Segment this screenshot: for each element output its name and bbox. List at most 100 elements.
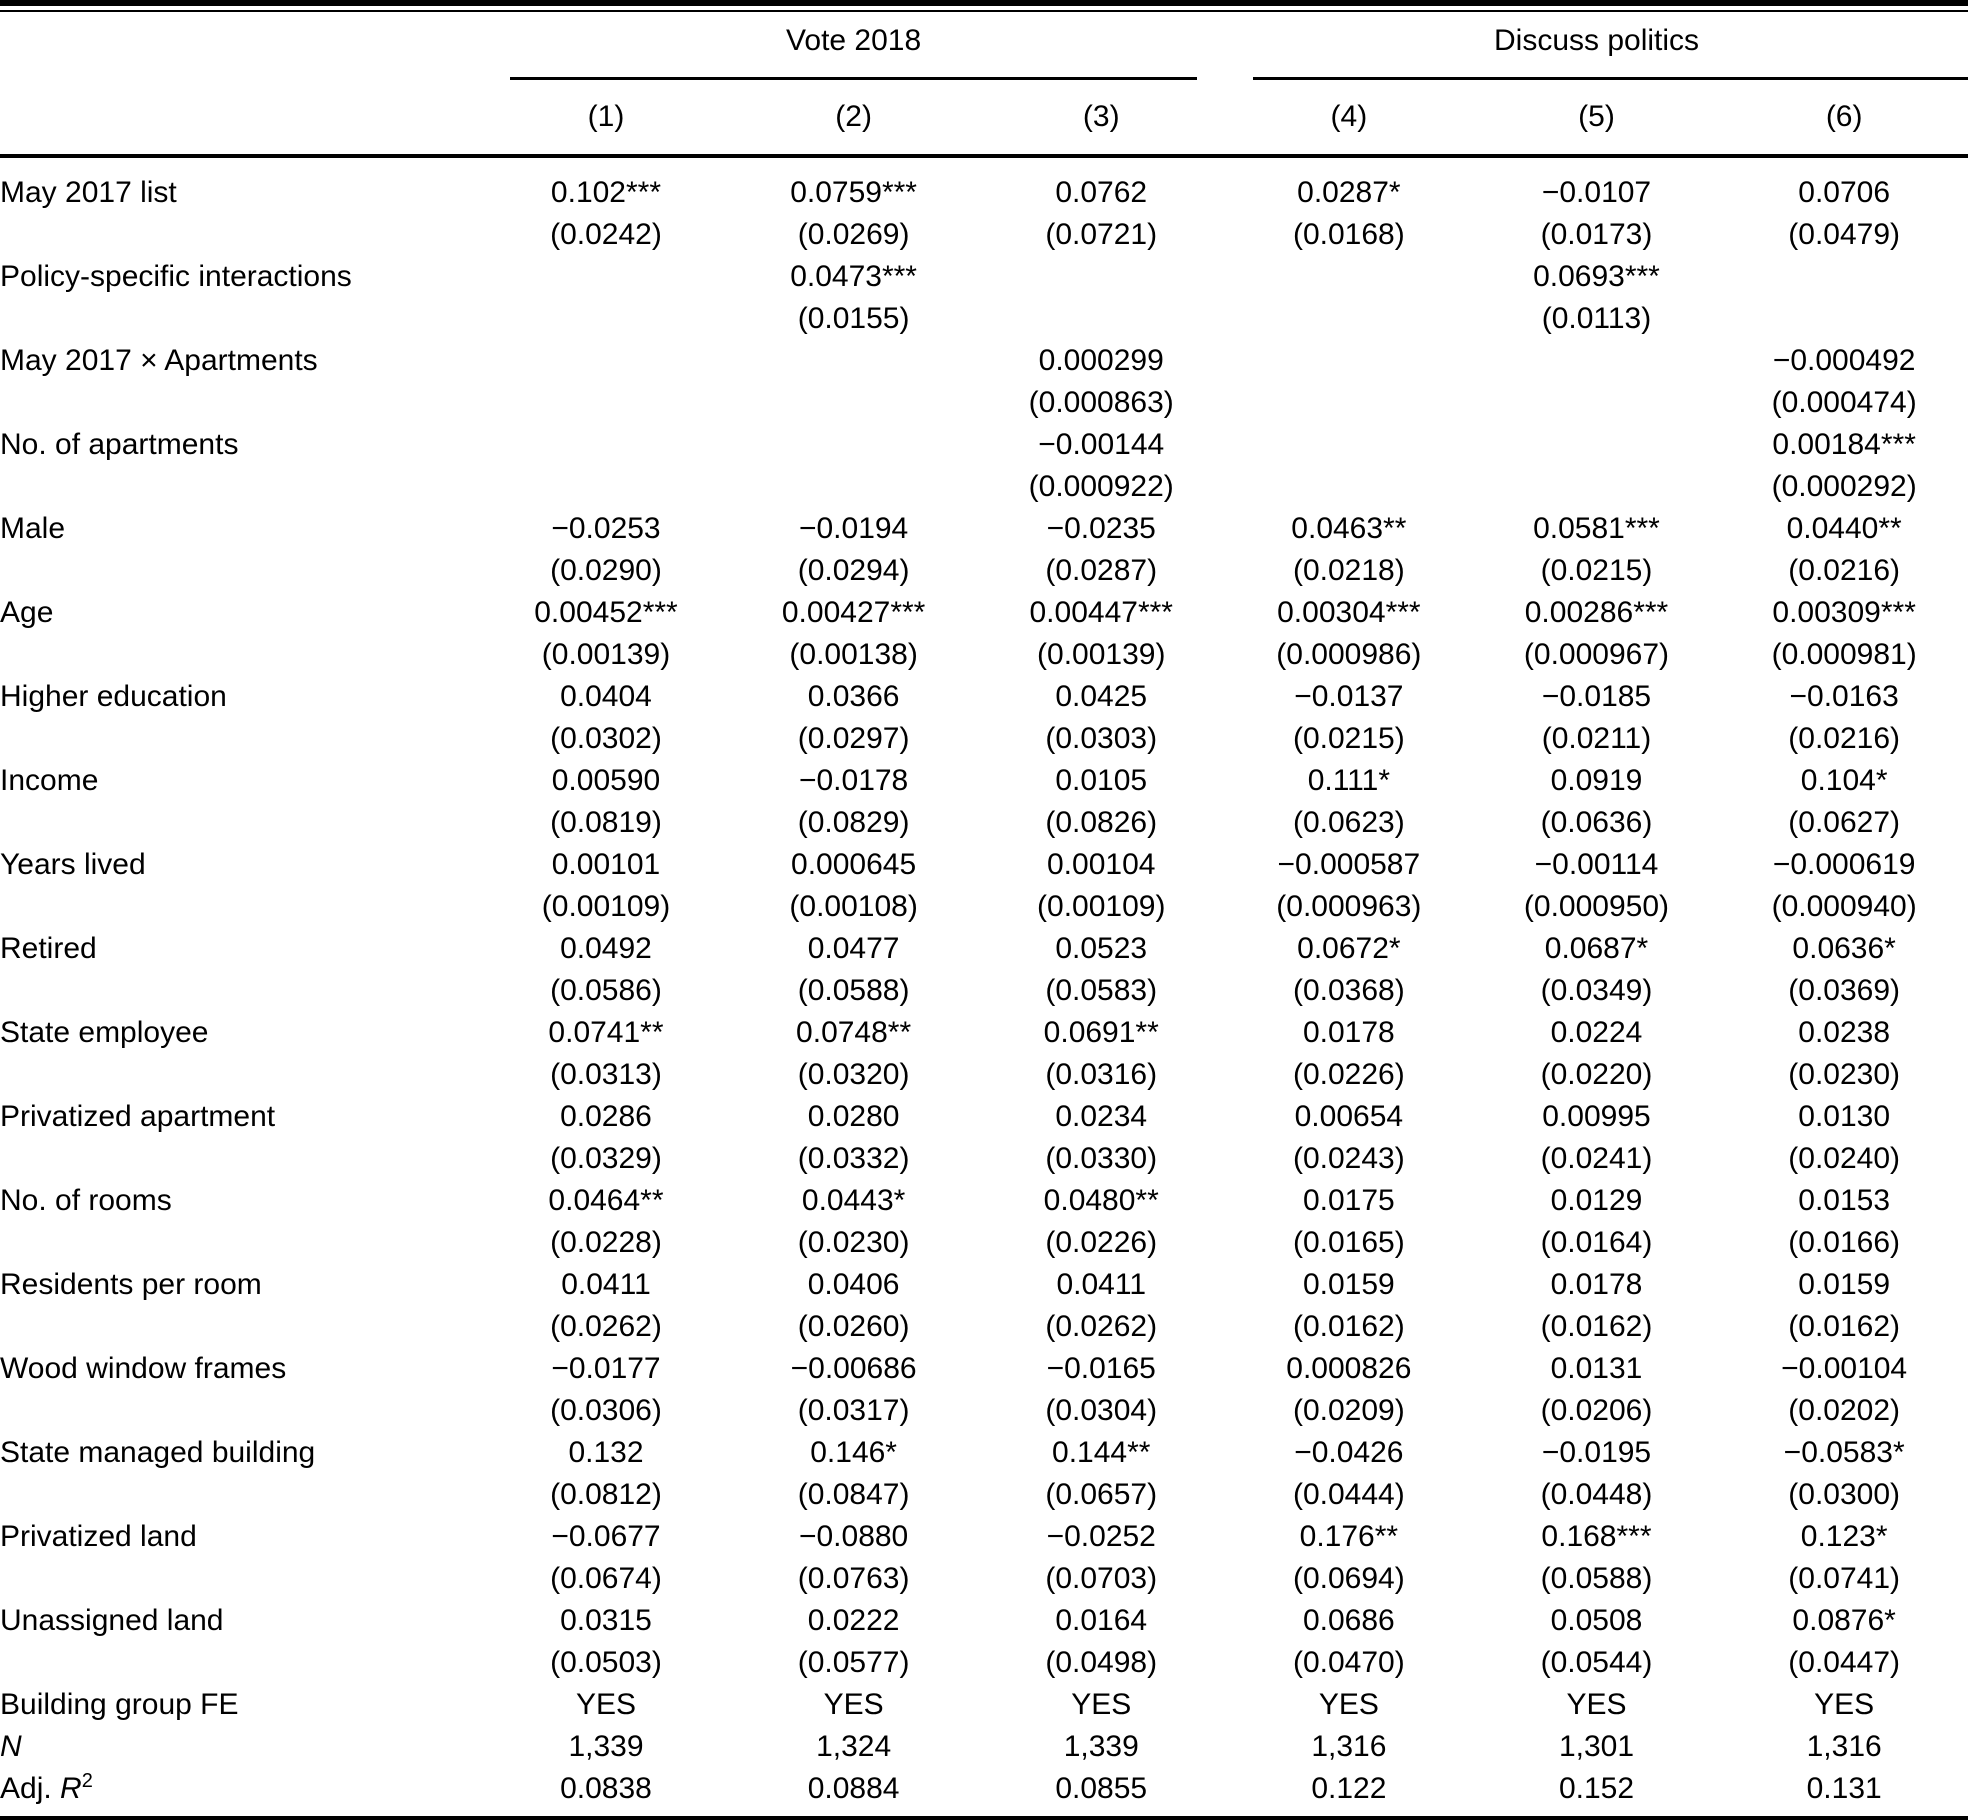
coef-cell: 0.123*: [1800, 1520, 1888, 1553]
coef-cell: [1225, 340, 1473, 382]
se-cell: (0.0588): [1540, 1562, 1653, 1595]
se-cell: (0.0209): [1292, 1394, 1405, 1427]
coef-cell: [1473, 424, 1721, 466]
stat-cell: 1,316: [1806, 1730, 1882, 1763]
se-row: (0.00139) (0.00138) (0.00139) (0.000986) (0.…: [0, 634, 1968, 676]
stat-cell: 0.0838: [560, 1772, 652, 1805]
se-cell: (0.0206): [1540, 1394, 1653, 1427]
row-label: No. of apartments: [0, 428, 239, 461]
se-cell: [482, 298, 730, 340]
empty-corner-cell: [0, 12, 482, 80]
row-label: Retired: [0, 932, 97, 965]
coef-cell: 0.0693***: [1533, 260, 1660, 293]
se-row: (0.0503) (0.0577) (0.0498) (0.0470) (0.0544)…: [0, 1642, 1968, 1684]
group-label-vote-2018: Vote 2018: [786, 24, 922, 57]
coef-row: State employee 0.0741** 0.0748** 0.0691** 0.…: [0, 1012, 1968, 1054]
se-cell: (0.000922): [1028, 470, 1174, 503]
coef-row: Residents per room 0.0411 0.0406 0.0411 0.01…: [0, 1264, 1968, 1306]
coef-cell: [977, 256, 1225, 298]
row-label: State employee: [0, 1016, 209, 1049]
coef-cell: −0.0165: [1046, 1352, 1156, 1385]
coef-cell: 0.0425: [1055, 680, 1148, 713]
se-cell: (0.0332): [797, 1142, 910, 1175]
se-cell: (0.00109): [1037, 890, 1166, 923]
coef-cell: −0.0880: [798, 1520, 909, 1553]
se-cell: (0.0627): [1788, 806, 1901, 839]
coef-cell: 0.0178: [1302, 1016, 1395, 1049]
coef-cell: −0.0253: [551, 512, 661, 545]
stat-cell: YES: [823, 1688, 884, 1721]
se-row: (0.0819) (0.0829) (0.0826) (0.0623) (0.0636)…: [0, 802, 1968, 844]
coef-cell: 0.0159: [1302, 1268, 1395, 1301]
se-row: (0.0262) (0.0260) (0.0262) (0.0162) (0.0162)…: [0, 1306, 1968, 1348]
stat-cell: YES: [1071, 1688, 1132, 1721]
row-label: Years lived: [0, 848, 146, 881]
se-cell: [1225, 298, 1473, 340]
coef-cell: [482, 256, 730, 298]
coef-cell: −0.0163: [1789, 680, 1899, 713]
stat-cell: 1,324: [816, 1730, 892, 1763]
se-cell: (0.0503): [550, 1646, 662, 1679]
se-cell: (0.00109): [541, 890, 671, 923]
se-cell: (0.0215): [1292, 722, 1405, 755]
coef-cell: −0.000587: [1277, 848, 1421, 881]
coef-cell: 0.0464**: [548, 1184, 664, 1217]
se-cell: (0.0586): [550, 974, 662, 1007]
stat-row-label: Building group FE: [0, 1688, 239, 1721]
se-cell: [977, 298, 1225, 340]
coef-cell: 0.00452***: [534, 596, 678, 629]
row-label-blank: [0, 1306, 482, 1348]
row-label-blank: [0, 550, 482, 592]
se-cell: (0.0829): [797, 806, 910, 839]
se-row: (0.00109) (0.00108) (0.00109) (0.000963) (0.…: [0, 886, 1968, 928]
stat-cell: 1,316: [1311, 1730, 1387, 1763]
se-row: (0.000863) (0.000474): [0, 382, 1968, 424]
coef-cell: 0.0672*: [1297, 932, 1401, 965]
se-cell: (0.00139): [1037, 638, 1166, 671]
se-cell: (0.0218): [1292, 554, 1405, 587]
stat-row-label: Adj. R2: [0, 1770, 93, 1805]
se-row: (0.0228) (0.0230) (0.0226) (0.0165) (0.0164)…: [0, 1222, 1968, 1264]
column-number-row: (1) (2) (3) (4) (5) (6): [0, 80, 1968, 158]
row-label: Residents per room: [0, 1268, 262, 1301]
se-cell: (0.0826): [1045, 806, 1158, 839]
se-cell: (0.0583): [1045, 974, 1158, 1007]
empty-label-header-cell: [0, 80, 483, 158]
coef-cell: −0.0252: [1046, 1520, 1156, 1553]
coef-cell: −0.0677: [551, 1520, 661, 1553]
se-cell: (0.0226): [1045, 1226, 1158, 1259]
se-cell: (0.0544): [1540, 1646, 1653, 1679]
se-cell: (0.0304): [1045, 1394, 1158, 1427]
se-cell: (0.0479): [1788, 218, 1901, 251]
se-cell: (0.0819): [550, 806, 662, 839]
coef-cell: −0.000492: [1772, 344, 1916, 377]
se-row: (0.0812) (0.0847) (0.0657) (0.0444) (0.0448)…: [0, 1474, 1968, 1516]
row-label-blank: [0, 802, 482, 844]
se-cell: (0.0155): [797, 302, 910, 335]
coef-cell: 0.00447***: [1029, 596, 1173, 629]
coef-cell: 0.0159: [1798, 1268, 1891, 1301]
col-header-3: (3): [977, 80, 1226, 158]
coef-cell: 0.0287*: [1297, 176, 1401, 209]
row-label: No. of rooms: [0, 1184, 172, 1217]
row-label: Income: [0, 764, 99, 797]
row-label-blank: [0, 382, 482, 424]
coef-cell: [482, 340, 730, 382]
coef-cell: 0.0443*: [801, 1184, 906, 1217]
coef-cell: 0.0366: [807, 680, 900, 713]
se-cell: (0.000963): [1276, 890, 1422, 923]
se-cell: (0.0297): [797, 722, 910, 755]
group-rule-discuss-politics: [1253, 77, 1968, 80]
coef-cell: [1225, 424, 1473, 466]
se-cell: (0.0228): [550, 1226, 662, 1259]
coef-cell: 0.0473***: [790, 260, 917, 293]
col-header-1: (1): [482, 80, 730, 158]
stat-cell: 0.122: [1311, 1772, 1387, 1805]
coef-cell: 0.0153: [1798, 1184, 1891, 1217]
row-label-blank: [0, 1474, 482, 1516]
coef-cell: −0.0194: [798, 512, 909, 545]
coef-cell: −0.0137: [1294, 680, 1404, 713]
coef-row: Income 0.00590 −0.0178 0.0105 0.111* 0.0919 0.…: [0, 760, 1968, 802]
coef-cell: [482, 424, 730, 466]
se-cell: (0.0262): [1045, 1310, 1158, 1343]
